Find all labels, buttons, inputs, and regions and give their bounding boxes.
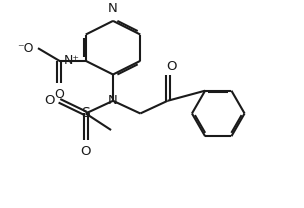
Text: O: O: [166, 59, 177, 73]
Text: ⁻O: ⁻O: [18, 42, 34, 55]
Text: O: O: [81, 145, 91, 158]
Text: N: N: [108, 2, 118, 15]
Text: N: N: [108, 94, 118, 107]
Text: O: O: [54, 88, 64, 101]
Text: O: O: [44, 94, 54, 107]
Text: S: S: [81, 106, 90, 120]
Text: N⁺: N⁺: [63, 54, 79, 67]
